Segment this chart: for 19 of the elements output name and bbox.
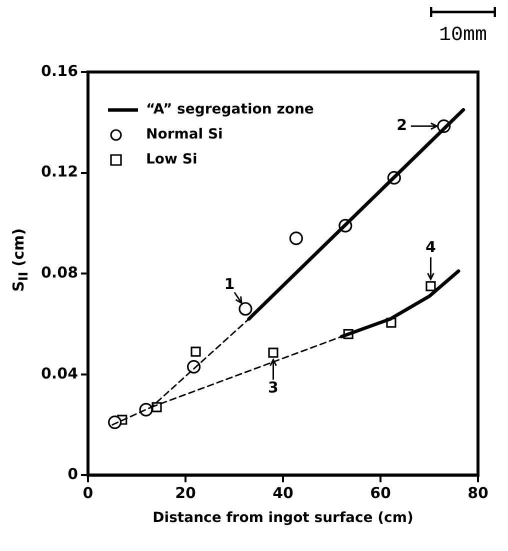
- annotation: 1: [224, 274, 235, 293]
- text: 10mm: [438, 24, 487, 47]
- y-tick-label: 0.16: [40, 62, 78, 80]
- annotation: 2: [396, 116, 408, 134]
- x-tick-label: 0: [82, 484, 94, 502]
- y-tick-label: 0.12: [40, 162, 78, 181]
- x-axis-title: Distance from ingot surface (cm): [152, 510, 414, 526]
- annotation: 3: [268, 378, 278, 397]
- y-tick-label: 0.04: [40, 364, 78, 382]
- x-tick-label: 80: [468, 484, 488, 502]
- y-tick-label: 0.08: [40, 263, 78, 282]
- y-tick-label: 0: [68, 465, 78, 484]
- legend-label: “A” segregation zone: [146, 102, 314, 118]
- annotation: 4: [425, 238, 436, 256]
- x-tick-label: 40: [272, 484, 294, 502]
- legend-label: Normal Si: [146, 126, 223, 143]
- legend-label: Low Si: [146, 152, 198, 168]
- x-tick-label: 60: [370, 484, 391, 502]
- x-tick-label: 20: [175, 484, 196, 502]
